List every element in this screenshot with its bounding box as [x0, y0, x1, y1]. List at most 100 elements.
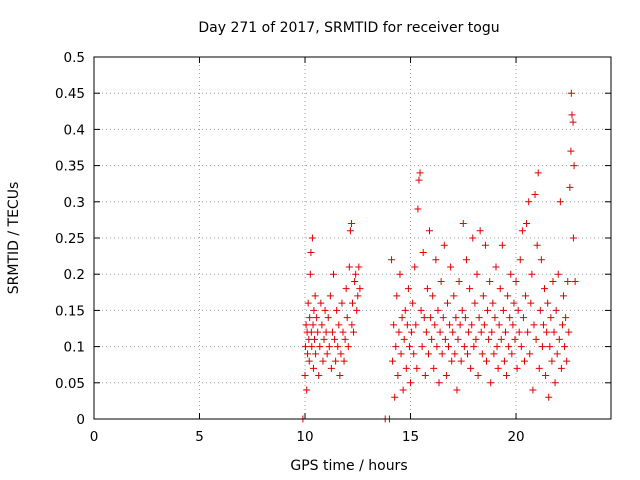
data-point — [516, 256, 524, 264]
data-point — [519, 314, 527, 322]
y-axis-title: SRMTID / TECUs — [6, 182, 22, 295]
data-point — [348, 321, 356, 329]
data-point — [454, 335, 462, 343]
data-point — [401, 306, 409, 314]
data-point — [568, 111, 576, 119]
data-point — [485, 335, 493, 343]
data-point — [534, 169, 542, 177]
y-tick-label: 0.4 — [64, 122, 85, 138]
data-point — [564, 277, 572, 285]
data-point — [438, 350, 446, 358]
data-point — [320, 335, 328, 343]
data-point — [505, 343, 513, 351]
data-point — [548, 357, 556, 365]
data-point — [422, 328, 430, 336]
data-point — [525, 198, 533, 206]
data-point — [528, 270, 536, 278]
data-point — [478, 350, 486, 358]
data-points — [299, 89, 579, 423]
data-point — [524, 328, 532, 336]
data-point — [469, 234, 477, 242]
data-point — [426, 227, 434, 235]
data-point — [570, 162, 578, 170]
data-point — [476, 227, 484, 235]
grid — [94, 57, 611, 419]
data-point — [473, 270, 481, 278]
y-tick-label: 0.1 — [64, 340, 85, 356]
data-point — [486, 277, 494, 285]
data-point — [392, 343, 400, 351]
data-point — [435, 379, 443, 387]
data-point — [543, 328, 551, 336]
data-point — [325, 343, 333, 351]
data-point — [514, 306, 522, 314]
data-point — [488, 328, 496, 336]
data-point — [460, 343, 468, 351]
data-point — [499, 306, 507, 314]
data-point — [451, 350, 459, 358]
data-point — [557, 364, 565, 372]
data-point — [311, 292, 319, 300]
data-point — [416, 169, 424, 177]
data-point — [547, 314, 555, 322]
data-point — [409, 299, 417, 307]
data-point — [569, 118, 577, 126]
data-point — [351, 277, 359, 285]
data-point — [492, 263, 500, 271]
chart-title: Day 271 of 2017, SRMTID for receiver tog… — [198, 20, 499, 36]
data-point — [311, 335, 319, 343]
data-point — [328, 328, 336, 336]
data-point — [418, 343, 426, 351]
data-point — [346, 227, 354, 235]
data-point — [544, 299, 552, 307]
data-point — [349, 299, 356, 307]
data-point — [421, 372, 429, 380]
data-point — [464, 350, 472, 358]
data-point — [561, 343, 569, 351]
data-point — [412, 321, 420, 329]
data-point — [336, 372, 344, 380]
data-point — [324, 314, 332, 322]
data-point — [301, 372, 309, 380]
data-point — [468, 321, 476, 329]
data-point — [472, 335, 480, 343]
data-point — [305, 357, 313, 365]
data-point — [331, 335, 339, 343]
data-point — [431, 321, 439, 329]
data-point — [450, 292, 458, 300]
data-point — [501, 328, 509, 336]
data-point — [424, 350, 432, 358]
data-point — [414, 205, 422, 213]
data-point — [423, 285, 431, 293]
data-point — [448, 357, 456, 365]
data-point — [500, 357, 508, 365]
data-point — [537, 256, 545, 264]
data-point — [432, 256, 440, 264]
data-point — [542, 372, 550, 380]
data-point — [495, 321, 503, 329]
data-point — [400, 335, 408, 343]
data-point — [562, 314, 570, 322]
data-point — [429, 292, 437, 300]
data-point — [443, 299, 451, 307]
data-point — [515, 328, 523, 336]
x-tick-label: 5 — [195, 429, 204, 445]
data-point — [538, 343, 546, 351]
data-point — [402, 364, 410, 372]
data-point — [439, 314, 447, 322]
data-point — [398, 314, 406, 322]
data-point — [552, 306, 560, 314]
data-point — [459, 220, 467, 228]
axis-ticks: 0 5 10 15 20 0 0.05 0.1 0.15 0.2 0.25 0.3 0.35 0.4 0.4… — [55, 50, 611, 445]
data-point — [339, 328, 347, 336]
data-point — [506, 314, 514, 322]
data-point — [396, 270, 404, 278]
x-tick-label: 0 — [90, 429, 99, 445]
y-tick-label: 0.3 — [64, 195, 85, 211]
data-point — [447, 263, 455, 271]
data-point — [567, 147, 575, 155]
data-point — [434, 306, 442, 314]
data-point — [511, 335, 519, 343]
y-tick-label: 0.25 — [55, 231, 85, 247]
data-point — [489, 299, 497, 307]
